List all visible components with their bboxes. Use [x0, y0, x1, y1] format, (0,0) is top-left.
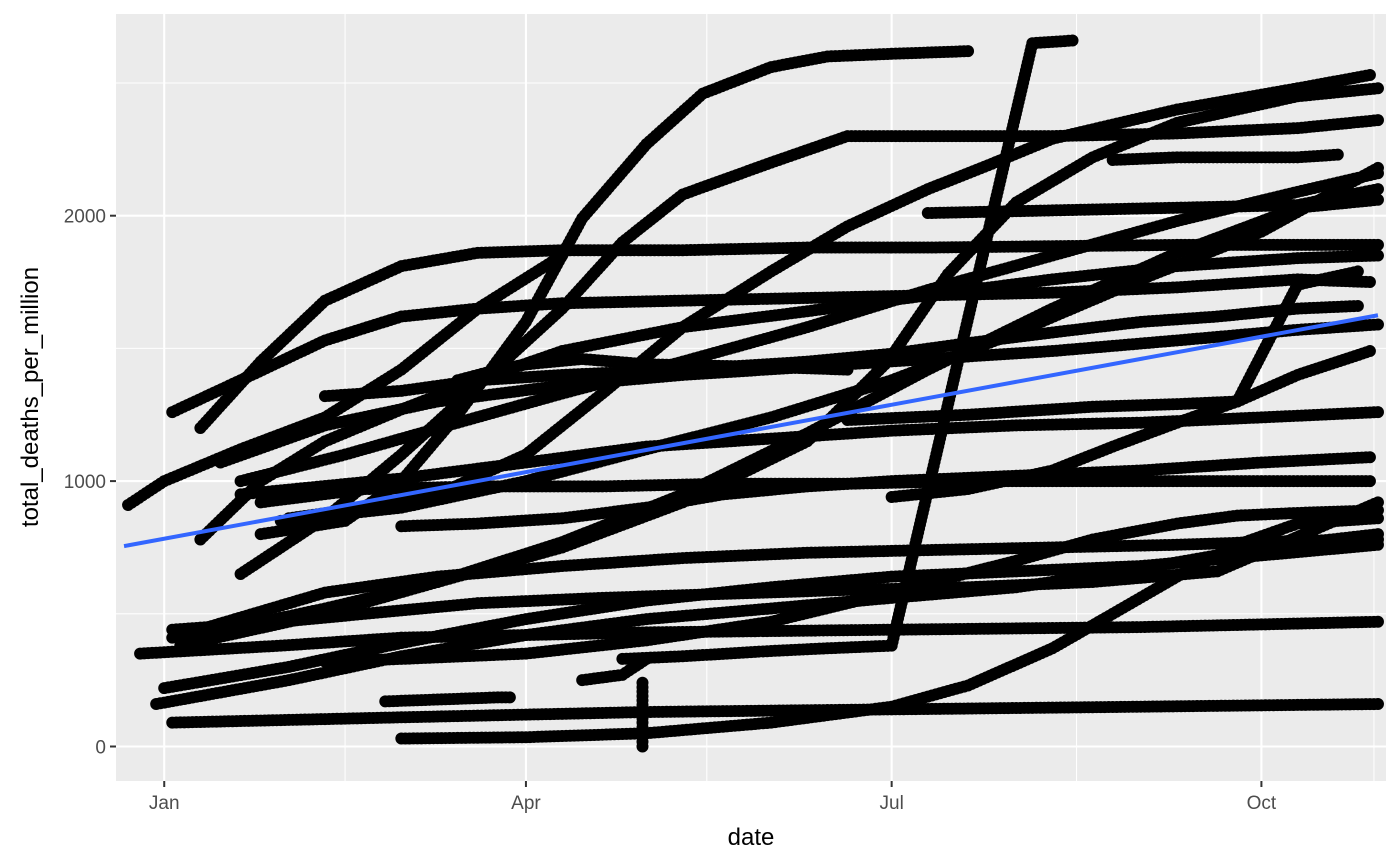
data-point	[1363, 475, 1376, 488]
data-point	[1363, 69, 1376, 82]
data-point	[962, 45, 975, 58]
data-point	[1371, 406, 1384, 419]
data-point	[1363, 276, 1376, 289]
data-point	[1371, 114, 1384, 127]
data-point	[1371, 238, 1384, 251]
data-point	[1371, 82, 1384, 95]
data-point	[1371, 249, 1384, 262]
series-9	[282, 69, 1376, 525]
data-point	[1363, 451, 1376, 464]
data-points	[122, 34, 1384, 753]
data-point	[1371, 161, 1384, 174]
data-point	[1371, 318, 1384, 331]
